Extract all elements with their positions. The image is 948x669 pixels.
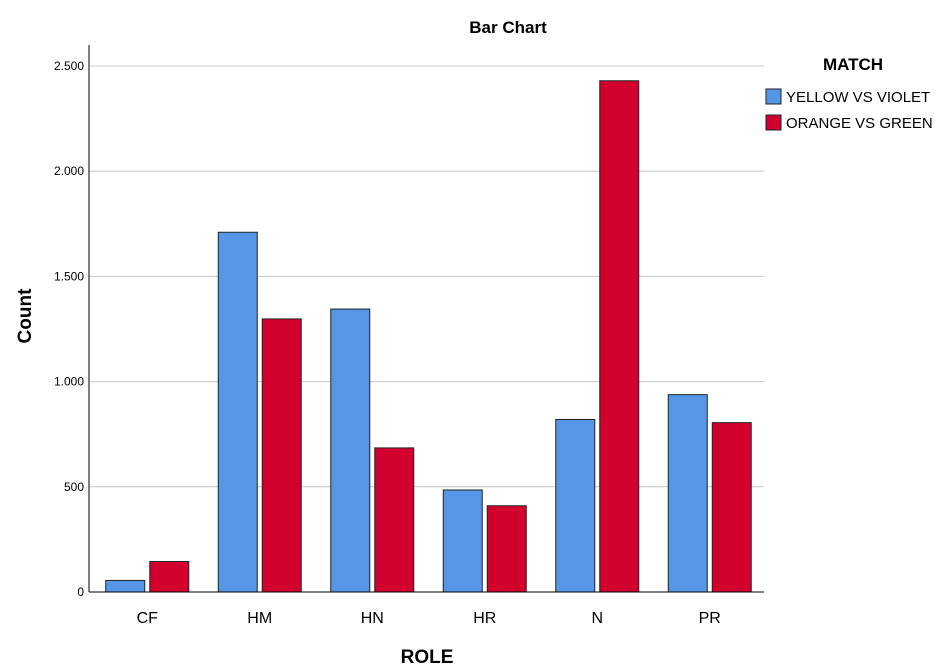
y-tick-label: 500 [64, 480, 84, 494]
grid-layer [89, 65, 764, 488]
legend-swatch [765, 114, 782, 131]
x-tick-label: N [591, 610, 603, 627]
y-tick-label: 1.000 [54, 375, 84, 389]
bar-hr-series-1 [442, 489, 483, 593]
y-tick-label: 2.000 [54, 164, 84, 178]
chart-title: Bar Chart [469, 18, 547, 37]
x-tick-label: HN [361, 610, 384, 627]
x-axis-label: ROLE [401, 647, 454, 668]
y-tick-label: 0 [77, 585, 84, 599]
bar-hm-series-2 [261, 318, 302, 593]
legend: MATCH YELLOW VS VIOLET ORANGE VS GREEN [765, 55, 933, 132]
y-tick-label: 1.500 [54, 269, 84, 283]
bar-hm-series-1 [217, 231, 258, 593]
bar-hn-series-2 [374, 447, 415, 593]
x-tick-label: PR [699, 610, 721, 627]
bar-hr-series-2 [486, 505, 527, 593]
x-tick-label: HM [247, 610, 272, 627]
x-tick-label: CF [137, 610, 159, 627]
y-axis-label: Count [15, 288, 36, 344]
bar-n-series-1 [555, 418, 596, 593]
bar-n-series-2 [599, 80, 640, 593]
legend-label: YELLOW VS VIOLET [786, 89, 930, 106]
bar-cf-series-1 [105, 579, 146, 593]
legend-items: YELLOW VS VIOLET ORANGE VS GREEN [765, 88, 933, 132]
bar-pr-series-2 [711, 422, 752, 593]
bar-cf-series-2 [149, 560, 190, 593]
x-tick-labels: CF HM HN HR N PR [137, 610, 721, 627]
legend-label: ORANGE VS GREEN [786, 115, 933, 132]
legend-swatch [765, 88, 782, 105]
y-tick-labels: 0 500 1.000 1.500 2.000 2.500 [54, 59, 84, 599]
x-tick-label: HR [473, 610, 496, 627]
legend-title: MATCH [823, 55, 883, 74]
bar-layer [105, 80, 752, 593]
bar-hn-series-1 [330, 308, 371, 593]
y-tick-label: 2.500 [54, 59, 84, 73]
axis-layer [88, 45, 764, 593]
bar-pr-series-1 [667, 394, 708, 593]
